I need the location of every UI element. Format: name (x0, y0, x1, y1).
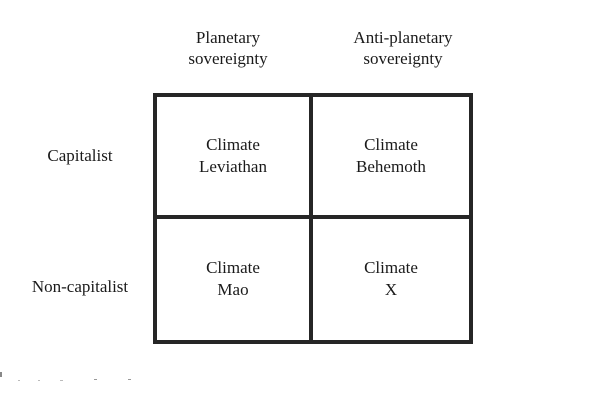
cell-line: Behemoth (356, 156, 426, 176)
cell-climate-behemoth: Climate Behemoth (313, 97, 469, 219)
cell-line: Leviathan (199, 156, 267, 176)
cell-climate-leviathan: Climate Leviathan (157, 97, 313, 219)
row-header-non-capitalist: Non-capitalist (31, 277, 129, 296)
cell-line: Climate (364, 134, 418, 154)
cell-climate-mao: Climate Mao (157, 218, 313, 340)
scan-artifact-marks (0, 372, 131, 381)
cell-climate-x: Climate X (313, 219, 469, 341)
column-header-line: sovereignty (363, 49, 443, 68)
column-header-line: Anti-planetary (353, 28, 453, 47)
cell-line: Mao (217, 280, 249, 300)
cell-line: X (384, 280, 398, 300)
quadrant-matrix: Climate Leviathan Climate Behemoth Clima… (153, 93, 473, 344)
cell-line: Climate (206, 134, 260, 154)
cell-line: Climate (364, 258, 418, 278)
column-header-anti-planetary-sovereignty: Anti-planetary sovereignty (318, 27, 488, 69)
column-header-planetary-sovereignty: Planetary sovereignty (158, 27, 298, 69)
cell-line: Climate (206, 258, 260, 278)
column-header-line: sovereignty (188, 49, 268, 68)
column-header-line: Planetary (195, 28, 261, 47)
row-header-capitalist: Capitalist (47, 146, 113, 165)
